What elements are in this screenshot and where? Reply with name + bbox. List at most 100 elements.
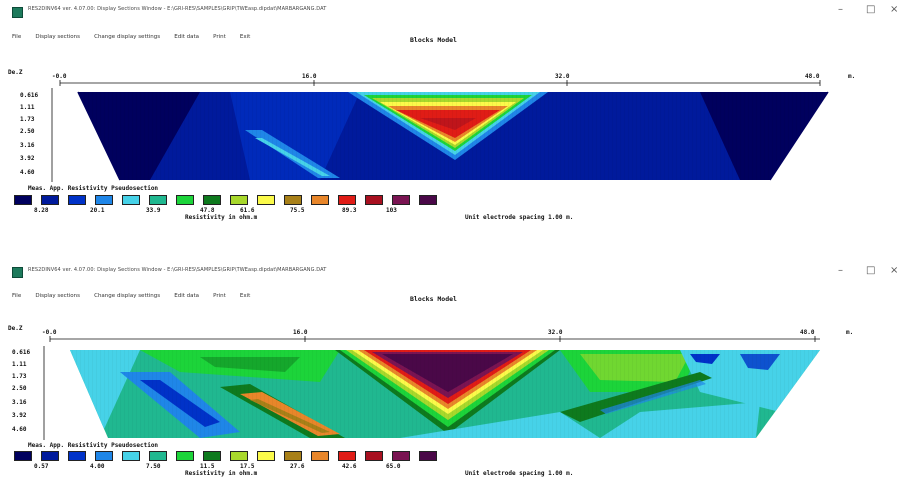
contour-value: 42.6 xyxy=(342,463,357,470)
color-swatch xyxy=(338,451,356,461)
color-swatch xyxy=(176,451,194,461)
model-title: Blocks Model xyxy=(410,295,457,303)
color-swatch xyxy=(419,451,437,461)
x-tick-label: 32.0 xyxy=(555,73,570,80)
menu-print[interactable]: Print xyxy=(213,34,226,40)
depth-label: 1.73 xyxy=(12,373,27,380)
menu-display-sections[interactable]: Display sections xyxy=(35,293,81,299)
electrode-spacing-label: Unit electrode spacing 1.00 m. xyxy=(465,470,574,477)
legend-title: Meas. App. Resistivity Pseudosection xyxy=(28,185,159,192)
color-swatch xyxy=(176,195,194,205)
x-unit-label: m. xyxy=(848,73,856,80)
pseudosection-plot xyxy=(43,336,820,440)
menu-change-display-settings[interactable]: Change display settings xyxy=(94,293,161,299)
depth-label: 3.16 xyxy=(12,399,27,406)
color-swatch xyxy=(257,451,275,461)
color-swatch xyxy=(95,451,113,461)
x-tick-label: -0.0 xyxy=(52,73,67,80)
resistivity-unit-label: Resistivity in ohm.m xyxy=(185,214,258,221)
close-button[interactable]: × xyxy=(890,265,899,276)
menu-exit[interactable]: Exit xyxy=(239,34,251,40)
depth-header: De.Z xyxy=(8,69,23,76)
color-swatch xyxy=(203,451,221,461)
color-swatch xyxy=(230,195,248,205)
color-swatch xyxy=(95,195,113,205)
resistivity-section xyxy=(78,92,828,180)
contour-value: 0.57 xyxy=(34,463,49,470)
resistivity-section xyxy=(70,350,820,438)
contour-value: 17.5 xyxy=(240,463,255,470)
color-swatch xyxy=(257,195,275,205)
menu-bar: File Display sections Change display set… xyxy=(12,282,259,299)
x-tick-label: 48.0 xyxy=(800,329,815,336)
depth-label: 1.11 xyxy=(20,104,35,111)
close-button[interactable]: × xyxy=(890,4,899,15)
x-tick-label: -0.0 xyxy=(42,329,57,336)
contour-value: 61.6 xyxy=(240,207,255,214)
color-swatch xyxy=(392,451,410,461)
contour-value: 27.6 xyxy=(290,463,305,470)
color-swatch xyxy=(122,195,140,205)
contour-value: 7.50 xyxy=(146,463,161,470)
maximize-button[interactable]: □ xyxy=(866,4,876,15)
title-bar[interactable]: RES2DINV64 ver. 4.07.00: Display Section… xyxy=(0,0,902,22)
menu-print[interactable]: Print xyxy=(213,293,226,299)
display-sections-window-2: RES2DINV64 ver. 4.07.00: Display Section… xyxy=(0,262,902,504)
menu-file[interactable]: File xyxy=(12,293,22,299)
title-bar[interactable]: RES2DINV64 ver. 4.07.00: Display Section… xyxy=(0,262,902,284)
x-unit-label: m. xyxy=(846,329,854,336)
menu-display-sections[interactable]: Display sections xyxy=(35,34,81,40)
color-swatch xyxy=(122,451,140,461)
electrode-spacing-label: Unit electrode spacing 1.00 m. xyxy=(465,214,574,221)
contour-value: 47.8 xyxy=(200,207,215,214)
window-title: RES2DINV64 ver. 4.07.00: Display Section… xyxy=(28,6,327,12)
x-tick-label: 48.0 xyxy=(805,73,820,80)
color-swatch xyxy=(311,195,329,205)
contour-value: 75.5 xyxy=(290,207,305,214)
menu-exit[interactable]: Exit xyxy=(239,293,251,299)
menu-edit-data[interactable]: Edit data xyxy=(174,34,200,40)
contour-value: 20.1 xyxy=(90,207,105,214)
color-swatch xyxy=(230,451,248,461)
depth-label: 0.616 xyxy=(12,349,31,356)
depth-label: 4.60 xyxy=(20,169,35,176)
menu-edit-data[interactable]: Edit data xyxy=(174,293,200,299)
minimize-button[interactable]: – xyxy=(838,265,843,276)
color-swatch xyxy=(284,195,302,205)
contour-value: 4.00 xyxy=(90,463,105,470)
depth-label: 1.11 xyxy=(12,361,27,368)
color-swatch xyxy=(14,195,32,205)
color-swatch xyxy=(68,195,86,205)
contour-value: 8.28 xyxy=(34,207,49,214)
menu-bar: File Display sections Change display set… xyxy=(12,23,259,40)
minimize-button[interactable]: – xyxy=(838,4,843,15)
color-swatch xyxy=(419,195,437,205)
color-swatch xyxy=(14,451,32,461)
color-swatch xyxy=(365,195,383,205)
resistivity-unit-label: Resistivity in ohm.m xyxy=(185,470,258,477)
x-tick-label: 16.0 xyxy=(302,73,317,80)
contour-value: 33.9 xyxy=(146,207,161,214)
depth-label: 0.616 xyxy=(20,92,39,99)
window-title: RES2DINV64 ver. 4.07.00: Display Section… xyxy=(28,267,327,273)
legend-title: Meas. App. Resistivity Pseudosection xyxy=(28,442,159,449)
color-swatch xyxy=(203,195,221,205)
depth-label: 1.73 xyxy=(20,116,35,123)
depth-header: De.Z xyxy=(8,325,23,332)
contour-value: 103 xyxy=(386,207,397,214)
menu-change-display-settings[interactable]: Change display settings xyxy=(94,34,161,40)
depth-label: 2.50 xyxy=(20,128,35,135)
contour-value: 11.5 xyxy=(200,463,215,470)
contour-value: 89.3 xyxy=(342,207,357,214)
depth-label: 3.16 xyxy=(20,142,35,149)
color-swatch xyxy=(149,195,167,205)
depth-label: 4.60 xyxy=(12,426,27,433)
color-swatch xyxy=(392,195,410,205)
depth-label: 3.92 xyxy=(12,412,27,419)
maximize-button[interactable]: □ xyxy=(866,265,876,276)
x-tick-label: 32.0 xyxy=(548,329,563,336)
color-swatch xyxy=(41,451,59,461)
color-swatch xyxy=(338,195,356,205)
menu-file[interactable]: File xyxy=(12,34,22,40)
color-swatch xyxy=(149,451,167,461)
